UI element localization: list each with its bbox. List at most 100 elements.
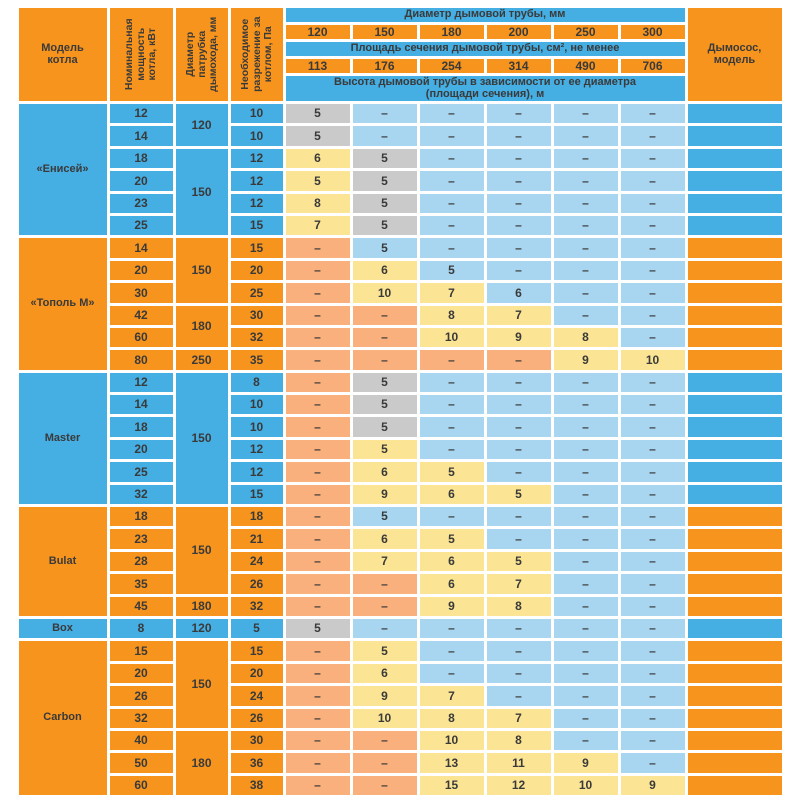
draft-cell: 21 bbox=[230, 529, 283, 549]
height-value-cell: 7 bbox=[419, 283, 484, 303]
height-value-cell: – bbox=[285, 283, 350, 303]
exhauster-cell bbox=[687, 417, 782, 437]
model-cell: Bulat bbox=[18, 507, 107, 616]
height-value-cell: – bbox=[419, 126, 484, 146]
model-cell: Carbon bbox=[18, 641, 107, 796]
height-value-cell: – bbox=[419, 148, 484, 169]
draft-cell: 10 bbox=[230, 104, 283, 124]
power-cell: 12 bbox=[109, 104, 173, 124]
exhauster-cell bbox=[687, 327, 782, 348]
header-nominal-power: Номинальная мощность котла, кВт bbox=[109, 8, 173, 101]
draft-cell: 15 bbox=[230, 641, 283, 661]
height-value-cell: – bbox=[352, 104, 417, 124]
height-value-cell: – bbox=[553, 193, 618, 213]
exhauster-cell bbox=[687, 215, 782, 236]
height-value-cell: 12 bbox=[486, 775, 551, 796]
height-value-cell: – bbox=[486, 618, 551, 639]
height-value-cell: 5 bbox=[352, 238, 417, 258]
height-value-cell: – bbox=[285, 372, 350, 393]
draft-cell: 32 bbox=[230, 596, 283, 616]
exhauster-cell bbox=[687, 350, 782, 370]
height-value-cell: – bbox=[419, 663, 484, 684]
power-cell: 23 bbox=[109, 529, 173, 549]
height-value-cell: – bbox=[620, 372, 685, 393]
height-value-cell: – bbox=[620, 574, 685, 594]
header-required-draft: Необходимое разрежение за котлом, Па bbox=[230, 8, 283, 101]
exhauster-cell bbox=[687, 574, 782, 594]
socket-diameter-cell: 120 bbox=[175, 104, 228, 146]
chimney-spec-table: Модель котла Номинальная мощность котла,… bbox=[18, 8, 782, 796]
height-value-cell: – bbox=[285, 238, 350, 258]
power-cell: 45 bbox=[109, 596, 173, 616]
height-value-cell: 6 bbox=[352, 260, 417, 281]
height-value-cell: 15 bbox=[419, 775, 484, 796]
height-value-cell: – bbox=[620, 126, 685, 146]
power-cell: 28 bbox=[109, 551, 173, 572]
header-socket-diameter: Диаметр патрубка дымохода, мм bbox=[175, 8, 228, 101]
height-value-cell: – bbox=[486, 148, 551, 169]
height-value-cell: – bbox=[553, 148, 618, 169]
height-value-cell: – bbox=[620, 730, 685, 751]
height-value-cell: 5 bbox=[285, 104, 350, 124]
height-value-cell: 8 bbox=[285, 193, 350, 213]
height-value-cell: – bbox=[285, 574, 350, 594]
draft-cell: 35 bbox=[230, 350, 283, 370]
height-value-cell: – bbox=[486, 439, 551, 460]
height-value-cell: – bbox=[553, 507, 618, 527]
height-value-cell: 5 bbox=[352, 439, 417, 460]
height-value-cell: 8 bbox=[553, 327, 618, 348]
exhauster-cell bbox=[687, 439, 782, 460]
height-value-cell: 9 bbox=[620, 775, 685, 796]
height-value-cell: – bbox=[285, 708, 350, 728]
height-value-cell: – bbox=[620, 215, 685, 236]
height-value-cell: 10 bbox=[419, 327, 484, 348]
power-cell: 40 bbox=[109, 730, 173, 751]
draft-cell: 10 bbox=[230, 126, 283, 146]
height-value-cell: – bbox=[553, 618, 618, 639]
height-value-cell: 10 bbox=[620, 350, 685, 370]
height-value-cell: 9 bbox=[486, 327, 551, 348]
socket-diameter-cell: 180 bbox=[175, 730, 228, 796]
header-socket-diameter-label: Диаметр патрубка дымохода, мм bbox=[183, 16, 219, 93]
model-cell: Master bbox=[18, 372, 107, 505]
height-value-cell: 6 bbox=[486, 283, 551, 303]
draft-cell: 24 bbox=[230, 686, 283, 706]
height-value-cell: – bbox=[620, 305, 685, 325]
height-value-cell: – bbox=[285, 439, 350, 460]
header-area-113: 113 bbox=[285, 59, 350, 73]
height-value-cell: – bbox=[285, 686, 350, 706]
height-value-cell: – bbox=[553, 730, 618, 751]
height-value-cell: – bbox=[486, 417, 551, 437]
height-value-cell: – bbox=[352, 305, 417, 325]
height-value-cell: – bbox=[285, 641, 350, 661]
header-diameter-180: 180 bbox=[419, 25, 484, 39]
exhauster-cell bbox=[687, 686, 782, 706]
height-value-cell: – bbox=[553, 305, 618, 325]
socket-diameter-cell: 150 bbox=[175, 148, 228, 236]
draft-cell: 10 bbox=[230, 417, 283, 437]
height-value-cell: 7 bbox=[486, 574, 551, 594]
height-value-cell: – bbox=[419, 507, 484, 527]
height-value-cell: – bbox=[620, 551, 685, 572]
height-value-cell: 9 bbox=[352, 484, 417, 505]
height-value-cell: – bbox=[352, 730, 417, 751]
exhauster-cell bbox=[687, 305, 782, 325]
height-value-cell: – bbox=[620, 529, 685, 549]
power-cell: 15 bbox=[109, 641, 173, 661]
height-value-cell: 9 bbox=[352, 686, 417, 706]
height-value-cell: 9 bbox=[553, 350, 618, 370]
draft-cell: 20 bbox=[230, 663, 283, 684]
height-value-cell: – bbox=[285, 596, 350, 616]
height-value-cell: – bbox=[553, 708, 618, 728]
height-value-cell: 6 bbox=[285, 148, 350, 169]
height-value-cell: – bbox=[419, 215, 484, 236]
height-value-cell: – bbox=[553, 641, 618, 661]
height-value-cell: – bbox=[620, 238, 685, 258]
height-value-cell: – bbox=[553, 529, 618, 549]
height-value-cell: – bbox=[553, 439, 618, 460]
header-diameter-250: 250 bbox=[553, 25, 618, 39]
height-value-cell: – bbox=[486, 126, 551, 146]
power-cell: 20 bbox=[109, 439, 173, 460]
power-cell: 20 bbox=[109, 260, 173, 281]
power-cell: 32 bbox=[109, 708, 173, 728]
